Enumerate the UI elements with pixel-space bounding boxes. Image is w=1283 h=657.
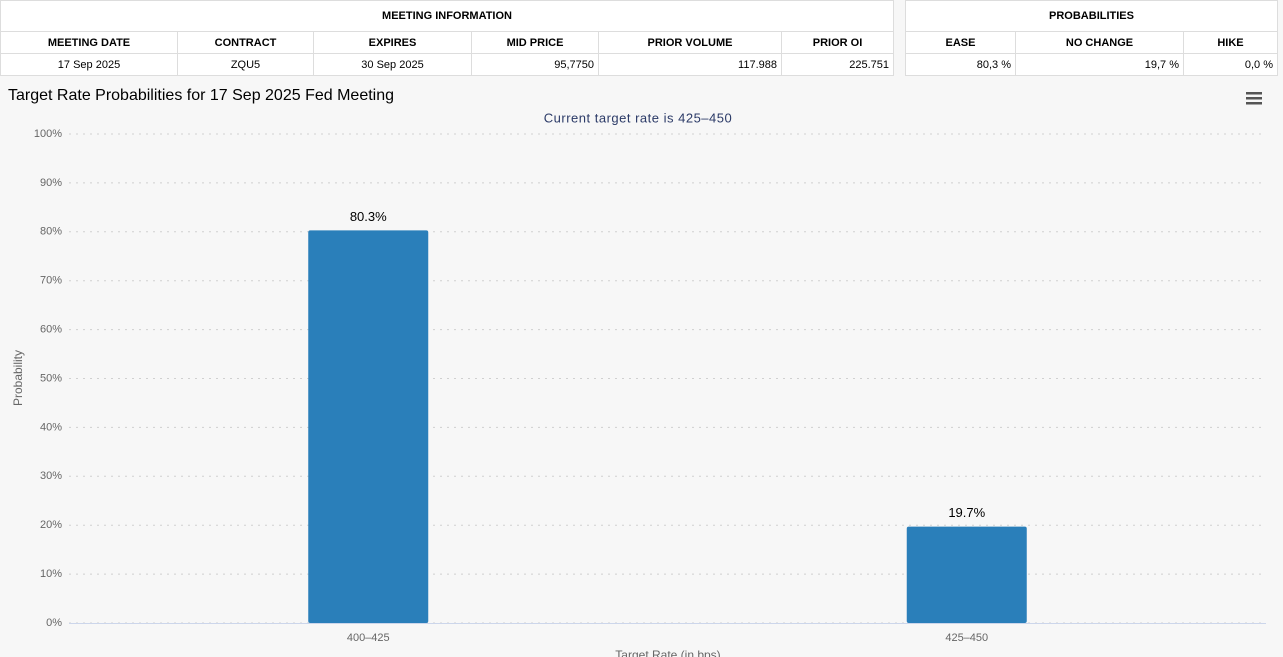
chart-title: Target Rate Probabilities for 17 Sep 202…	[8, 87, 394, 104]
data-label: 19.7%	[948, 505, 985, 520]
column-header: HIKE	[1182, 31, 1279, 54]
x-axis-label: Target Rate (in bps)	[615, 648, 720, 657]
table-title: PROBABILITIES	[904, 0, 1279, 32]
table-cell: 80,3 %	[905, 53, 1016, 76]
table-cell: 19,7 %	[1015, 53, 1184, 76]
column-header: PRIOR OI	[780, 31, 895, 54]
x-tick-label: 400–425	[347, 632, 390, 644]
y-tick-label: 60%	[40, 324, 62, 336]
column-header: EXPIRES	[313, 31, 472, 54]
column-header: MID PRICE	[471, 31, 599, 54]
column-header: PRIOR VOLUME	[598, 31, 782, 54]
chart-subtitle: Current target rate is 425–450	[544, 110, 732, 125]
bar	[308, 230, 429, 623]
table-cell: 117.988	[598, 53, 782, 76]
menu-icon[interactable]	[1246, 92, 1262, 105]
column-header: CONTRACT	[177, 31, 314, 54]
y-tick-label: 40%	[40, 421, 62, 433]
column-header: MEETING DATE	[0, 31, 178, 54]
table-cell: 0,0 %	[1182, 53, 1279, 76]
y-axis-label: Probability	[11, 350, 25, 406]
y-tick-label: 30%	[40, 470, 62, 482]
table-cell: 17 Sep 2025	[0, 53, 178, 76]
bar	[906, 526, 1027, 623]
table-title: MEETING INFORMATION	[0, 0, 895, 32]
y-tick-label: 90%	[40, 177, 62, 189]
meeting-table: MEETING INFORMATION MEETING DATE CONTRACT E…	[0, 0, 895, 76]
y-tick-label: 100%	[34, 128, 62, 140]
table-cell: 95,7750	[471, 53, 599, 76]
y-tick-label: 70%	[40, 275, 62, 287]
probabilities-table: PROBABILITIES EASE NO CHANGE HIKE 80,3 % 19,7…	[904, 0, 1279, 76]
y-tick-label: 50%	[40, 372, 62, 384]
x-tick-label: 425–450	[945, 632, 988, 644]
table-cell: 225.751	[780, 53, 895, 76]
column-header: NO CHANGE	[1015, 31, 1184, 54]
table-cell: ZQU5	[177, 53, 314, 76]
chart: Target Rate Probabilities for 17 Sep 202…	[8, 87, 1266, 657]
table-cell: 30 Sep 2025	[313, 53, 472, 76]
data-label: 80.3%	[350, 209, 387, 224]
y-tick-label: 80%	[40, 226, 62, 238]
y-tick-label: 0%	[46, 617, 62, 629]
y-tick-label: 20%	[40, 519, 62, 531]
y-tick-label: 10%	[40, 568, 62, 580]
column-header: EASE	[905, 31, 1016, 54]
